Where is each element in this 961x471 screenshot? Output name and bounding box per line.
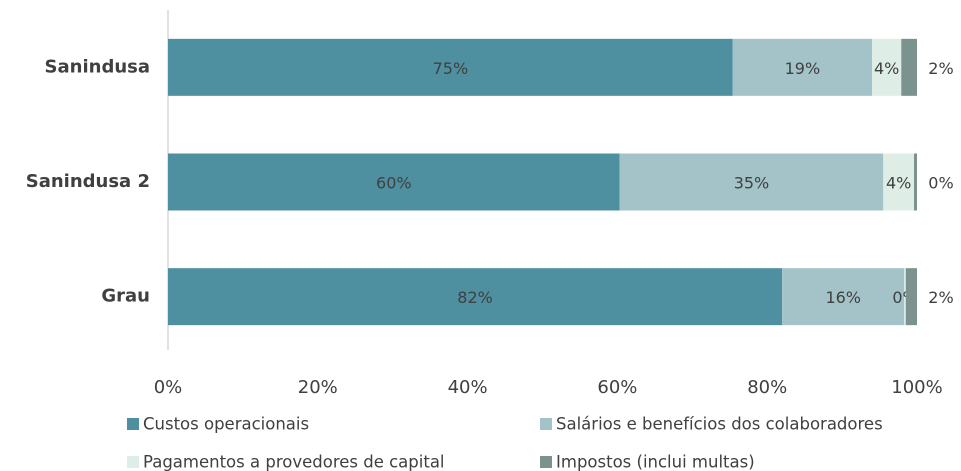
bar-segment: [168, 268, 783, 326]
data-label: 2%: [928, 59, 953, 78]
bar-segment: [732, 38, 873, 96]
category-label: Sanindusa 2: [26, 171, 150, 192]
x-tick-label: 100%: [891, 377, 942, 398]
x-tick-label: 80%: [747, 377, 787, 398]
data-label: 75%: [433, 59, 469, 78]
legend-label: Salários e benefícios dos colaboradores: [556, 415, 883, 434]
x-tick-label: 60%: [597, 377, 637, 398]
x-tick-label: 40%: [448, 377, 488, 398]
data-label: 60%: [376, 174, 412, 193]
bar-segment: [914, 153, 917, 211]
data-label: 2%: [928, 288, 953, 307]
data-label: 4%: [886, 174, 911, 193]
category-label: Sanindusa: [45, 56, 150, 77]
bar-segment: [782, 268, 905, 326]
bar-segment: [905, 268, 917, 326]
x-tick-label: 0%: [154, 377, 183, 398]
bar-segment: [168, 153, 620, 211]
legend-swatch: [127, 456, 139, 468]
x-tick-label: 20%: [298, 377, 338, 398]
bar-segment: [901, 38, 917, 96]
category-label: Grau: [101, 286, 150, 307]
legend-swatch: [127, 418, 139, 430]
legend-label: Impostos (inclui multas): [556, 453, 755, 471]
bar-segment: [883, 153, 915, 211]
bar-segment: [619, 153, 884, 211]
legend-label: Custos operacionais: [143, 415, 309, 434]
data-label: 35%: [734, 174, 770, 193]
bar-segment: [904, 268, 906, 326]
legend-swatch: [540, 418, 552, 430]
legend-swatch: [540, 456, 552, 468]
data-label: 0%: [928, 174, 953, 193]
data-label: 16%: [825, 288, 861, 307]
data-label: 19%: [785, 59, 821, 78]
data-label: 4%: [874, 59, 899, 78]
bar-segment: [168, 38, 733, 96]
data-label: 82%: [457, 288, 493, 307]
bar-segment: [872, 38, 902, 96]
legend-label: Pagamentos a provedores de capital: [143, 453, 445, 471]
